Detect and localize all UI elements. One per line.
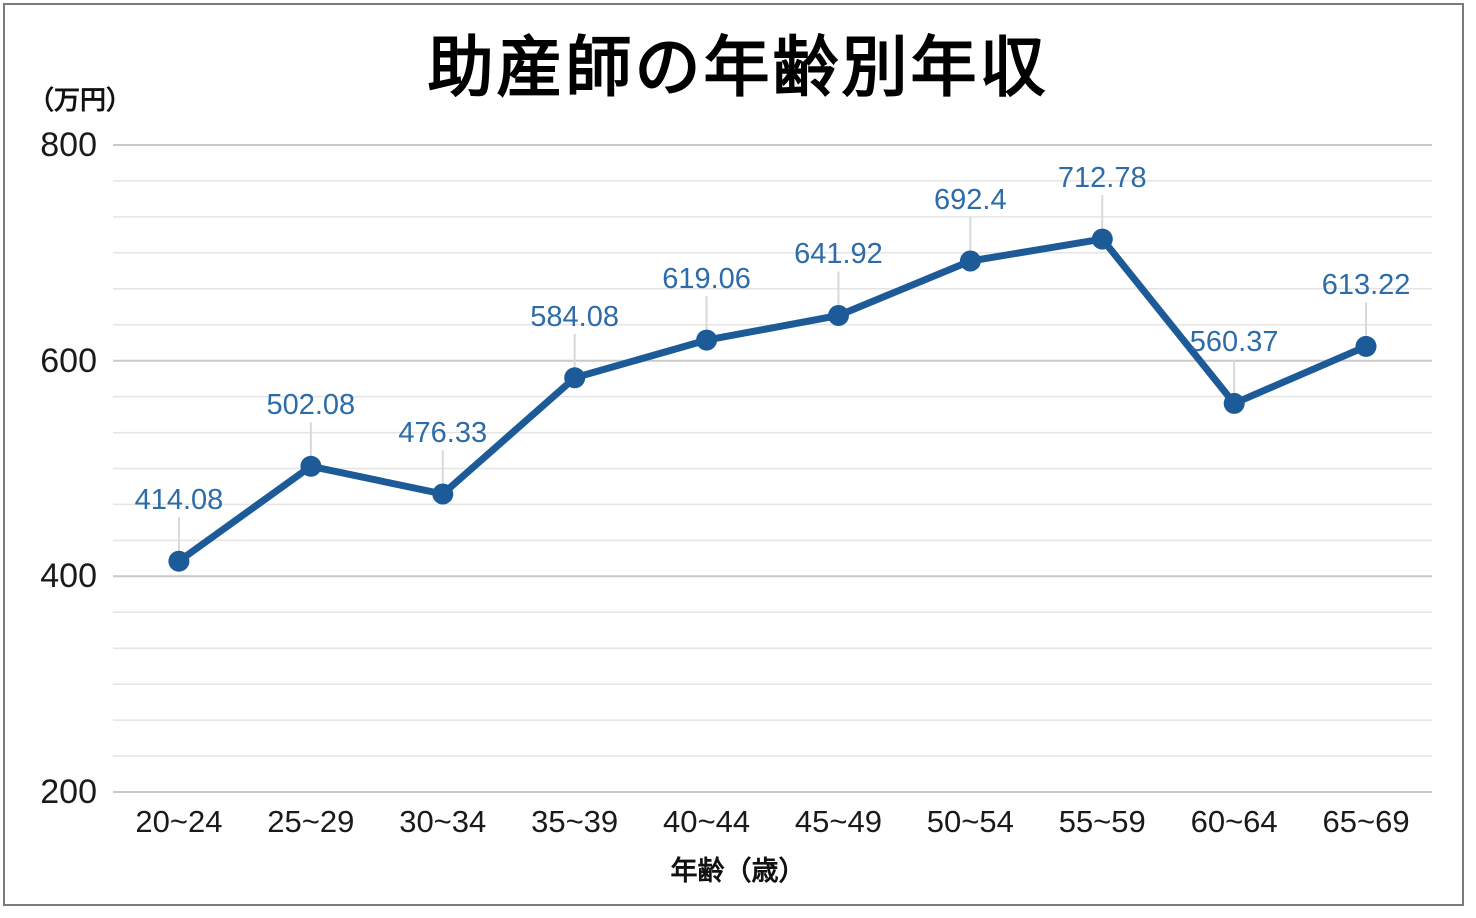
data-label: 613.22 xyxy=(1321,269,1411,302)
x-tick-label: 30~34 xyxy=(399,804,487,839)
data-label: 502.08 xyxy=(266,389,356,422)
x-tick-label: 55~59 xyxy=(1058,804,1146,839)
data-label: 692.4 xyxy=(934,184,1007,217)
y-tick-label: 800 xyxy=(40,126,97,164)
data-point-marker xyxy=(432,483,454,505)
x-tick-label: 40~44 xyxy=(663,804,751,839)
y-tick-label: 600 xyxy=(40,341,97,380)
data-label: 712.78 xyxy=(1057,162,1147,195)
data-point-marker xyxy=(959,250,981,272)
data-label: 414.08 xyxy=(134,484,224,517)
x-tick-label: 25~29 xyxy=(267,804,355,839)
data-point-marker xyxy=(168,550,190,572)
data-point-marker xyxy=(564,367,586,389)
data-label: 476.33 xyxy=(398,417,488,450)
data-point-marker xyxy=(1355,335,1377,357)
x-tick-label: 65~69 xyxy=(1322,804,1410,839)
data-point-marker xyxy=(1223,392,1245,414)
data-label: 619.06 xyxy=(662,263,751,296)
series-line xyxy=(175,235,1370,565)
x-axis-title: 年齢（歳） xyxy=(670,856,806,886)
data-label: 584.08 xyxy=(530,300,619,333)
data-point-marker xyxy=(300,455,322,477)
data-label: 641.92 xyxy=(794,238,883,271)
data-point-marker xyxy=(1091,228,1113,250)
data-point-marker xyxy=(696,329,718,351)
x-tick-label: 45~49 xyxy=(794,804,882,839)
x-tick-label: 60~64 xyxy=(1190,804,1278,839)
chart-title: 助産師の年齢別年収 xyxy=(427,30,1049,104)
x-tick-label: 50~54 xyxy=(926,804,1014,839)
data-label: 560.37 xyxy=(1189,326,1279,359)
data-point-marker xyxy=(828,305,849,326)
y-axis-unit-label: （万円） xyxy=(28,85,133,115)
x-tick-label: 20~24 xyxy=(135,804,223,839)
x-tick-label: 35~39 xyxy=(531,804,619,839)
y-tick-label: 200 xyxy=(40,773,97,811)
y-tick-label: 400 xyxy=(40,557,97,596)
